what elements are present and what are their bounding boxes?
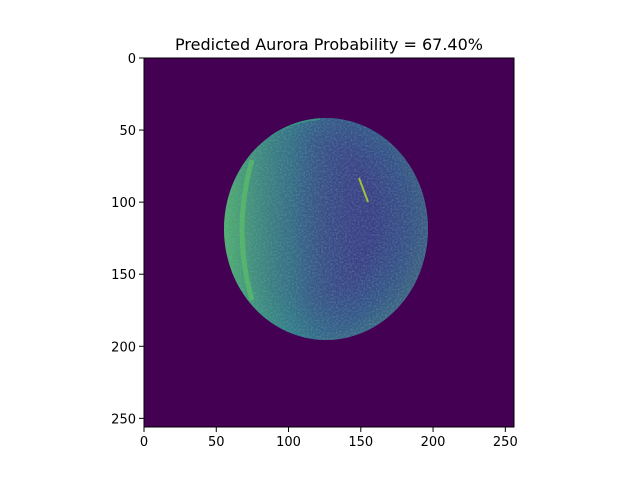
x-axis: 0 50 100 150 200 250 bbox=[140, 427, 518, 450]
aurora-image bbox=[144, 58, 514, 427]
y-axis: 0 50 100 150 200 250 bbox=[111, 52, 144, 427]
y-tick-label: 50 bbox=[119, 124, 136, 139]
y-tick-label: 0 bbox=[128, 52, 136, 67]
y-tick-label: 150 bbox=[111, 268, 136, 283]
sky-disk bbox=[224, 118, 428, 340]
plot-title: Predicted Aurora Probability = 67.40% bbox=[175, 35, 483, 54]
x-tick-label: 100 bbox=[276, 435, 301, 450]
axes-frame bbox=[143, 57, 515, 428]
x-tick-label: 250 bbox=[493, 435, 518, 450]
aurora-arc bbox=[239, 159, 255, 301]
streak bbox=[358, 177, 369, 203]
x-tick-label: 200 bbox=[421, 435, 446, 450]
x-tick-label: 50 bbox=[208, 435, 225, 450]
y-tick-label: 200 bbox=[111, 340, 136, 355]
x-tick-label: 0 bbox=[140, 435, 148, 450]
y-tick-label: 100 bbox=[111, 196, 136, 211]
x-tick-label: 150 bbox=[348, 435, 373, 450]
y-tick-label: 250 bbox=[111, 412, 136, 427]
